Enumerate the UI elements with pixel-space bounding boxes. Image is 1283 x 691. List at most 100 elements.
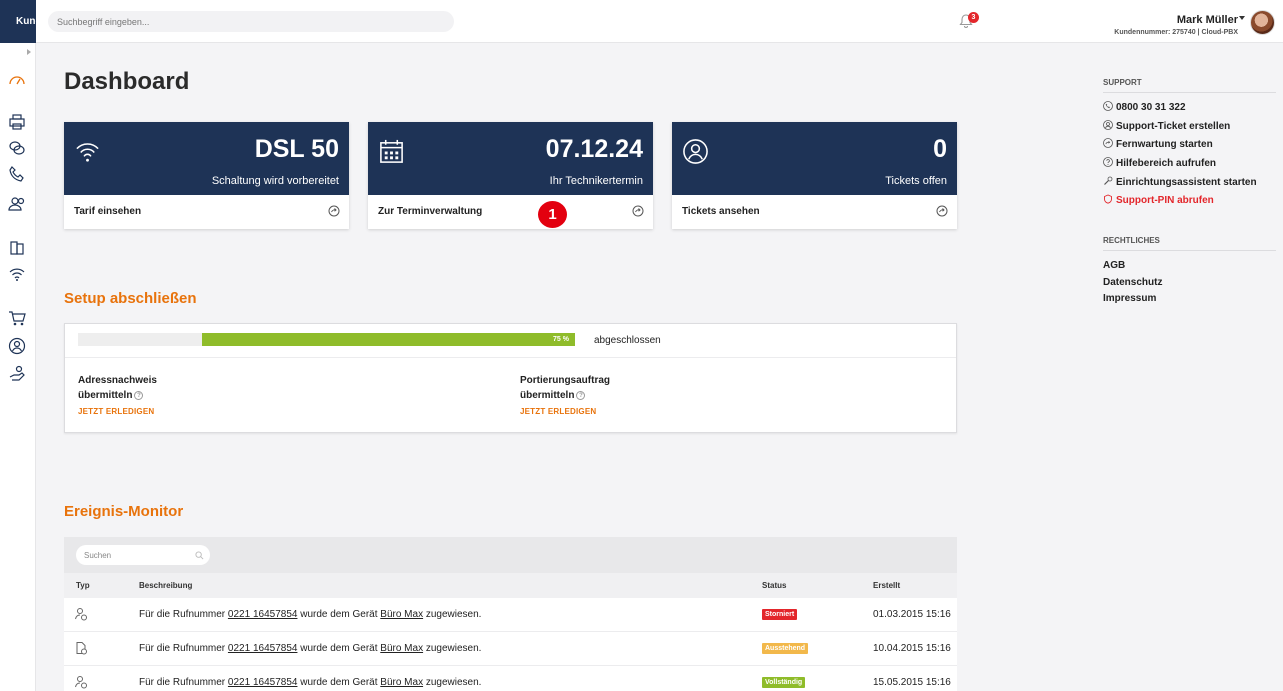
monitor-search-input[interactable] (76, 545, 210, 565)
card-subtitle: Ihr Technikertermin (549, 175, 643, 187)
wizard-icon (1104, 176, 1113, 185)
document-icon (74, 641, 88, 655)
avatar[interactable] (1250, 10, 1275, 35)
support-pin-link[interactable]: Support-PIN abrufen (1103, 194, 1214, 206)
table-row[interactable]: Für die Rufnummer 0221 16457854 wurde de… (64, 598, 957, 632)
ticket-icon (1103, 120, 1113, 130)
card-value: 07.12.24 (545, 135, 643, 163)
status-badge: Vollständig (762, 677, 806, 688)
billing-icon[interactable] (8, 365, 26, 383)
icon-rail (0, 43, 36, 691)
card-tariff[interactable]: DSL 50 Schaltung wird vorbereitet Tarif … (64, 122, 349, 229)
arrow-circle-icon[interactable] (936, 205, 948, 217)
card-link[interactable]: Zur Terminverwaltung (378, 206, 483, 217)
setup-task: Adressnachweis übermitteln? JETZT ERLEDIG… (78, 373, 278, 416)
calendar-icon (380, 139, 403, 163)
chevron-down-icon[interactable] (1239, 16, 1245, 20)
table-row[interactable]: Für die Rufnummer 0221 16457854 wurde de… (64, 632, 957, 666)
users-icon[interactable] (8, 195, 26, 213)
brand-logo[interactable]: Kundenportal (0, 0, 36, 43)
setup-panel: 75 % abgeschlossen Adressnachweis übermit… (64, 323, 957, 433)
remote-icon (1103, 138, 1113, 148)
step-marker: 1 (538, 201, 567, 228)
notification-badge: 3 (968, 12, 979, 23)
status-badge: Storniert (762, 609, 798, 620)
wifi-icon[interactable] (8, 265, 26, 283)
card-value: 0 (933, 135, 947, 163)
card-subtitle: Tickets offen (885, 175, 947, 187)
search-icon[interactable] (195, 551, 204, 560)
card-subtitle: Schaltung wird vorbereitet (211, 175, 339, 187)
row-description: Für die Rufnummer 0221 16457854 wurde de… (139, 609, 482, 620)
card-tickets[interactable]: 0 Tickets offen Tickets ansehen (672, 122, 957, 229)
phone-number-link[interactable]: 0221 16457854 (227, 643, 298, 654)
page-title: Dashboard (64, 68, 190, 95)
phone-icon (1103, 101, 1113, 111)
row-created-date: 10.04.2015 15:16 (873, 643, 951, 654)
phonebook-icon[interactable] (8, 239, 26, 257)
task-title: Adressnachweis übermitteln? (78, 375, 157, 401)
help-area-link[interactable]: Hilfebereich aufrufen (1103, 157, 1216, 169)
cart-icon[interactable] (8, 309, 26, 327)
progress-status-text: abgeschlossen (594, 335, 661, 346)
help-icon (1103, 157, 1113, 167)
card-appointment[interactable]: 07.12.24 Ihr Technikertermin Zur Terminv… (368, 122, 653, 229)
monitor-toolbar (64, 537, 957, 573)
dashboard-icon[interactable] (8, 71, 26, 89)
support-ticket-link[interactable]: Support-Ticket erstellen (1103, 120, 1230, 132)
help-icon[interactable]: ? (576, 390, 586, 400)
support-phone-link[interactable]: 0800 30 31 322 (1103, 101, 1186, 113)
user-assign-icon (74, 607, 88, 621)
help-icon[interactable]: ? (134, 390, 144, 400)
table-header: Typ Beschreibung Status Erstellt (64, 573, 957, 598)
shield-icon (1104, 194, 1112, 204)
monitor-title: Ereignis-Monitor (64, 503, 184, 520)
column-description[interactable]: Beschreibung (139, 581, 193, 590)
card-link[interactable]: Tickets ansehen (682, 206, 760, 217)
user-circle-icon (683, 139, 708, 164)
phone-icon[interactable] (8, 165, 26, 183)
divider (65, 357, 956, 358)
agb-link[interactable]: AGB (1103, 260, 1126, 271)
setup-progress-bar: 75 % (78, 333, 575, 346)
privacy-link[interactable]: Datenschutz (1103, 277, 1163, 288)
user-name[interactable]: Mark Müller (1176, 14, 1238, 26)
column-status[interactable]: Status (762, 581, 787, 590)
device-link[interactable]: Büro Max (380, 677, 424, 688)
row-created-date: 01.03.2015 15:16 (873, 609, 951, 620)
table-row[interactable]: Für die Rufnummer 0221 16457854 wurde de… (64, 666, 957, 691)
task-action-link[interactable]: JETZT ERLEDIGEN (78, 407, 155, 416)
setup-task: Portierungsauftrag übermitteln? JETZT ERL… (520, 373, 720, 416)
account-icon[interactable] (8, 337, 26, 355)
global-search-input[interactable] (48, 11, 454, 32)
row-created-date: 15.05.2015 15:16 (873, 677, 951, 688)
task-title: Portierungsauftrag übermitteln? (520, 375, 611, 401)
event-monitor: Typ Beschreibung Status Erstellt Für die… (64, 537, 957, 691)
phone-number-link[interactable]: 0221 16457854 (227, 677, 298, 688)
top-bar: Kundenportal 3 Mark Müller Kundennummer:… (0, 0, 1283, 43)
expand-rail-icon[interactable] (27, 49, 31, 55)
user-assign-icon (74, 675, 88, 689)
customer-meta: Kundennummer: 275740 | Cloud-PBX (1114, 29, 1238, 36)
phone-number-link[interactable]: 0221 16457854 (227, 609, 298, 620)
printer-icon[interactable] (8, 113, 26, 131)
column-type[interactable]: Typ (76, 581, 90, 590)
column-created[interactable]: Erstellt (873, 581, 901, 590)
progress-fill: 75 % (202, 333, 575, 346)
card-value: DSL 50 (254, 135, 339, 163)
row-description: Für die Rufnummer 0221 16457854 wurde de… (139, 677, 482, 688)
setup-wizard-link[interactable]: Einrichtungsassistent starten (1103, 176, 1257, 188)
arrow-circle-icon[interactable] (632, 205, 644, 217)
chat-icon[interactable] (8, 139, 26, 157)
device-link[interactable]: Büro Max (380, 609, 424, 620)
arrow-circle-icon[interactable] (328, 205, 340, 217)
card-header: 0 Tickets offen (672, 122, 957, 195)
remote-support-link[interactable]: Fernwartung starten (1103, 138, 1213, 150)
card-link[interactable]: Tarif einsehen (74, 206, 142, 217)
card-header: DSL 50 Schaltung wird vorbereitet (64, 122, 349, 195)
device-link[interactable]: Büro Max (380, 643, 424, 654)
task-action-link[interactable]: JETZT ERLEDIGEN (520, 407, 597, 416)
status-badge: Ausstehend (762, 643, 809, 654)
support-heading: SUPPORT (1103, 78, 1276, 93)
imprint-link[interactable]: Impressum (1103, 293, 1157, 304)
